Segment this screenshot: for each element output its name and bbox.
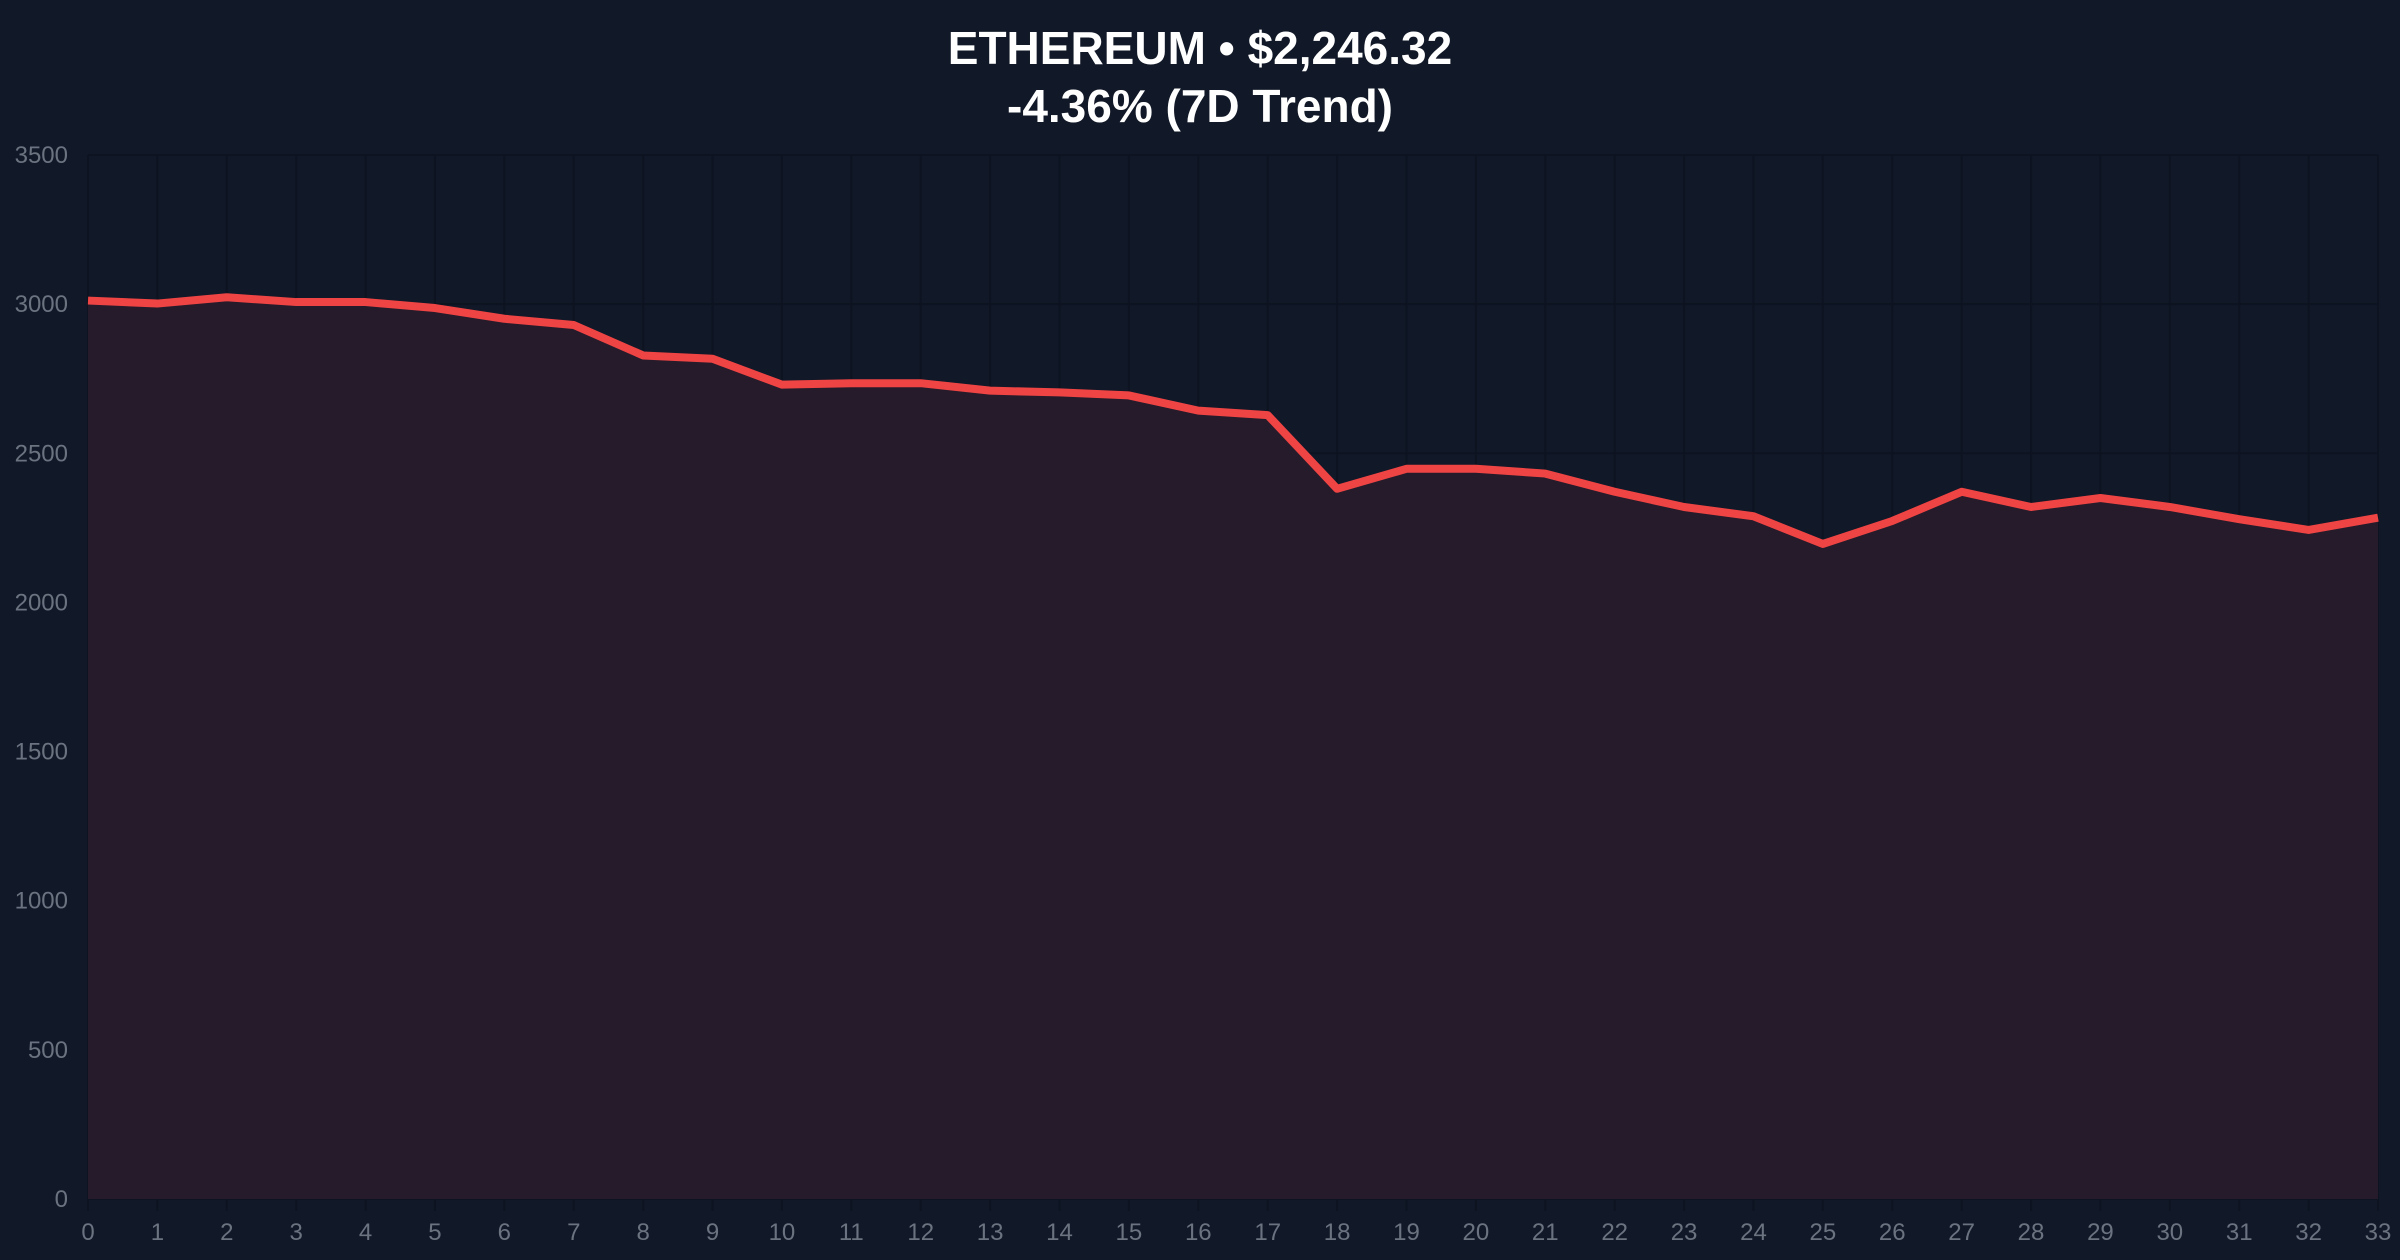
x-tick-label: 20 xyxy=(1463,1219,1490,1246)
chart-subtitle: -4.36% (7D Trend) xyxy=(1007,80,1393,132)
x-tick-label: 31 xyxy=(2226,1219,2253,1246)
x-tick-label: 6 xyxy=(498,1219,511,1246)
y-tick-label: 0 xyxy=(55,1186,68,1213)
area-fill xyxy=(88,297,2378,1199)
x-tick-label: 26 xyxy=(1879,1219,1906,1246)
x-tick-label: 13 xyxy=(977,1219,1004,1246)
x-tick-label: 0 xyxy=(81,1219,94,1246)
y-tick-label: 3500 xyxy=(15,142,68,169)
x-tick-label: 23 xyxy=(1671,1219,1698,1246)
x-tick-label: 24 xyxy=(1740,1219,1767,1246)
x-axis: 0 1 2 3 4 5 6 7 8 9 10 11 12 13 14 15 16 17 18 19 20 21 22 23 24… xyxy=(81,1219,2391,1246)
y-tick-label: 1000 xyxy=(15,888,68,915)
x-tick-label: 9 xyxy=(706,1219,719,1246)
x-tick-label: 17 xyxy=(1254,1219,1281,1246)
x-tick-label: 18 xyxy=(1324,1219,1351,1246)
x-tick-label: 4 xyxy=(359,1219,372,1246)
x-tick-label: 8 xyxy=(636,1219,649,1246)
y-tick-label: 2000 xyxy=(15,589,68,616)
x-tick-label: 30 xyxy=(2156,1219,2183,1246)
x-tick-label: 3 xyxy=(290,1219,303,1246)
y-tick-label: 500 xyxy=(28,1037,68,1064)
x-tick-label: 19 xyxy=(1393,1219,1420,1246)
y-tick-label: 2500 xyxy=(15,440,68,467)
x-tick-label: 10 xyxy=(769,1219,796,1246)
x-tick-label: 27 xyxy=(1948,1219,1975,1246)
x-tick-label: 1 xyxy=(151,1219,164,1246)
x-tick-label: 28 xyxy=(2018,1219,2045,1246)
x-tick-label: 14 xyxy=(1046,1219,1073,1246)
x-tick-label: 15 xyxy=(1116,1219,1143,1246)
x-tick-label: 7 xyxy=(567,1219,580,1246)
x-tick-label: 21 xyxy=(1532,1219,1559,1246)
x-tick-label: 25 xyxy=(1809,1219,1836,1246)
x-tick-label: 12 xyxy=(907,1219,934,1246)
x-tick-label: 16 xyxy=(1185,1219,1212,1246)
y-axis: 0 500 1000 1500 2000 2500 3000 3500 xyxy=(15,142,68,1213)
x-tick-label: 32 xyxy=(2295,1219,2322,1246)
x-tick-label: 33 xyxy=(2365,1219,2392,1246)
y-tick-label: 1500 xyxy=(15,739,68,766)
y-tick-label: 3000 xyxy=(15,291,68,318)
x-tick-label: 5 xyxy=(428,1219,441,1246)
x-tick-label: 22 xyxy=(1601,1219,1628,1246)
x-tick-label: 2 xyxy=(220,1219,233,1246)
chart-title: ETHEREUM • $2,246.32 xyxy=(948,22,1452,74)
x-tick-label: 11 xyxy=(839,1219,864,1246)
data-points xyxy=(87,297,2379,545)
x-tick-label: 29 xyxy=(2087,1219,2114,1246)
price-line xyxy=(87,293,2379,548)
